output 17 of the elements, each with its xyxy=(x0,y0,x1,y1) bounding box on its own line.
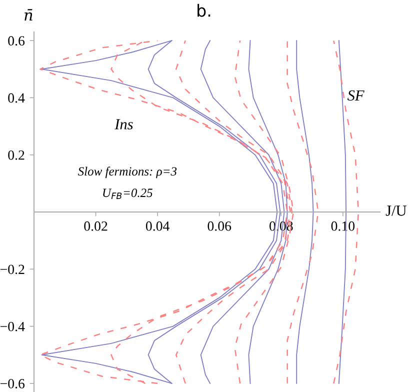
chart-title: b. xyxy=(198,4,210,17)
y-tick-label: −0.2 xyxy=(0,264,24,274)
annotation: Ins xyxy=(114,119,133,130)
y-axis-title: n̄ xyxy=(24,9,32,20)
y-tick-label: 0.2 xyxy=(8,150,24,160)
y-tick-label: 0.4 xyxy=(8,93,25,103)
x-tick-label: 0.10 xyxy=(331,221,355,231)
x-axis-title: J/U xyxy=(386,206,406,216)
x-tick-label: 0.06 xyxy=(208,221,232,231)
y-tick-label: −0.6 xyxy=(0,379,25,388)
y-tick-label: 0.6 xyxy=(8,36,25,46)
annotation: Slow fermions: ρ=3 xyxy=(78,166,177,178)
x-tick-label: 0.02 xyxy=(84,221,108,231)
x-tick-label: 0.04 xyxy=(146,221,170,231)
y-tick-label: −0.4 xyxy=(0,322,25,332)
annotation: SF xyxy=(347,90,364,101)
annotation: U$_{FB}$=0.25 xyxy=(103,188,152,199)
